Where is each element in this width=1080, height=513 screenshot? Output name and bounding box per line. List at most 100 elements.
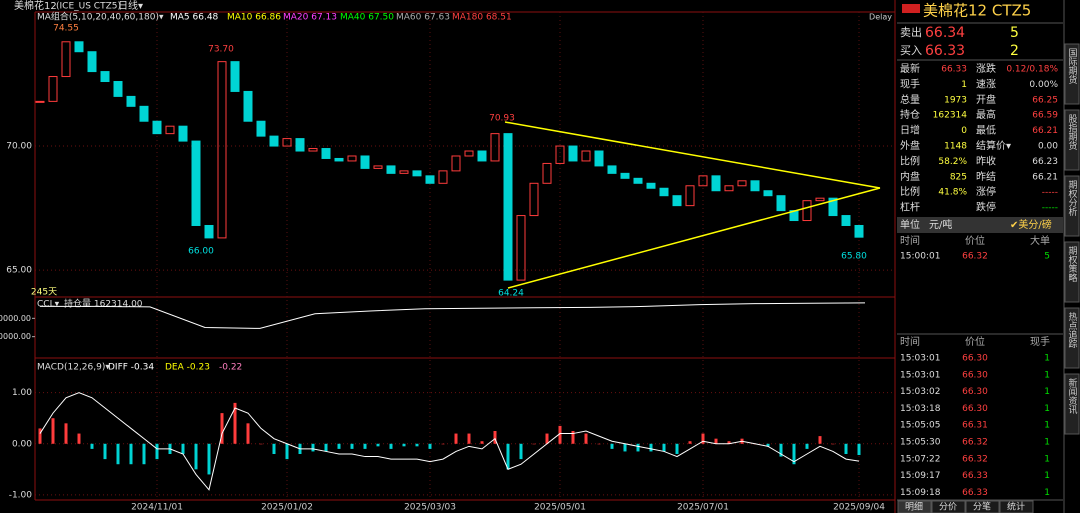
tab[interactable] (897, 500, 932, 513)
candle (490, 133, 500, 162)
tab-label[interactable]: 统计 (1007, 501, 1025, 513)
stat-label: 最高 (976, 108, 996, 121)
macd-bar (259, 443, 263, 445)
candle (672, 195, 682, 207)
stat-label: 结算价▾ (976, 139, 1011, 152)
candle (165, 125, 175, 135)
trade-size: 1 (1044, 438, 1050, 448)
candle (750, 180, 760, 192)
stat-value: 66.59 (1032, 111, 1058, 121)
macd-bar (181, 443, 185, 454)
tab-label[interactable]: 分价 (939, 502, 957, 513)
macd-bar (142, 443, 146, 465)
candle (477, 150, 487, 162)
tab-label[interactable]: 明细 (905, 501, 923, 513)
side-tab[interactable] (1064, 175, 1080, 237)
candle (815, 197, 825, 202)
trade-time: 15:05:05 (900, 421, 940, 431)
macd-bar (597, 443, 601, 445)
macd-bar (363, 443, 367, 449)
macd-bar (480, 441, 484, 444)
quote-size: 5 (1010, 25, 1019, 41)
trade-time: 15:09:18 (900, 488, 941, 498)
tab[interactable] (931, 500, 966, 513)
candle (87, 51, 97, 73)
side-tab-label[interactable]: 新闻资讯 (1067, 377, 1078, 415)
macd-bar (116, 443, 120, 465)
candle (763, 190, 773, 197)
legend-title[interactable]: MA组合(5,10,20,40,60,180)▾ (37, 11, 164, 23)
side-tab[interactable] (1064, 307, 1080, 369)
candle (776, 195, 786, 212)
tab-label[interactable]: 分笔 (973, 501, 991, 513)
candle (191, 140, 201, 226)
quote-price: 66.33 (925, 43, 965, 59)
side-tab-label[interactable]: 期权策略 (1067, 246, 1078, 282)
stat-value: 0 (961, 126, 967, 136)
side-tab-label[interactable]: 期权分析 (1067, 180, 1078, 217)
candle (555, 145, 565, 164)
candle (282, 138, 292, 147)
side-tab[interactable] (1064, 373, 1080, 435)
side-tab[interactable] (1064, 43, 1080, 105)
tab[interactable] (999, 500, 1034, 513)
legend-entry: MA20 67.13 (283, 13, 337, 23)
stat-label: 昨收 (976, 154, 996, 167)
macd-bar (857, 443, 861, 456)
stat-value: 66.33 (941, 65, 967, 75)
stat-label: 日增 (900, 124, 920, 137)
trade-size: 1 (1044, 404, 1050, 414)
macd-bar (506, 443, 510, 470)
column-header: 时间 (900, 234, 920, 247)
trade-size: 1 (1044, 488, 1050, 498)
candle (126, 95, 136, 107)
stat-label: 涨跌 (976, 62, 996, 75)
legend-entry: MA5 66.48 (170, 13, 219, 23)
stat-label: 跌停 (976, 201, 996, 214)
panel-title[interactable]: MACD(12,26,9)▾ (37, 363, 110, 373)
tab[interactable] (965, 500, 1000, 513)
code: (ICE_US CTZ5) (56, 2, 121, 12)
side-tab-label[interactable]: 国际期货 (1067, 48, 1078, 85)
stat-label: 最低 (976, 124, 996, 137)
unit-option[interactable]: ✔美分/磅 (1010, 218, 1052, 231)
period[interactable]: 日线▾ (118, 0, 143, 12)
side-tab-label[interactable]: 热点追踪 (1067, 311, 1078, 349)
macd-bar (415, 443, 419, 447)
quote-title: 美棉花12 CTZ5 (923, 2, 1031, 20)
macd-bar (64, 423, 68, 444)
macd-bar (285, 443, 289, 460)
quote-label: 卖出 (900, 25, 922, 39)
candle (256, 120, 266, 137)
trade-size: 1 (1044, 370, 1050, 380)
column-header: 现手 (1030, 335, 1050, 348)
unit-label: 单位 (900, 218, 920, 231)
macd-bar (441, 443, 445, 445)
side-tab-label[interactable]: 股指期货 (1067, 114, 1078, 151)
price-annotation: 74.55 (53, 24, 79, 34)
macd-bar (220, 413, 224, 444)
candle (347, 155, 357, 162)
y-tick-label: 70.00 (6, 142, 32, 152)
candle (360, 155, 370, 169)
stat-label: 开盘 (976, 93, 996, 106)
macd-bar (454, 433, 458, 444)
side-tab[interactable] (1064, 109, 1080, 171)
column-header: 价位 (965, 335, 985, 348)
candle (152, 120, 162, 135)
candle (737, 180, 747, 187)
macd-bar (532, 443, 536, 445)
macd-bar (779, 443, 783, 457)
macd-bar (467, 433, 471, 444)
unit-option[interactable]: 元/吨 (929, 218, 952, 231)
trade-time: 15:00:01 (900, 252, 940, 262)
macd-bar (194, 443, 198, 470)
quote-size: 2 (1010, 43, 1019, 59)
side-tab[interactable] (1064, 241, 1080, 303)
candle (854, 224, 864, 238)
trend-line (504, 121, 881, 189)
macd-bar (766, 443, 770, 447)
stat-value: 0.12/0.18% (1006, 65, 1058, 75)
panel-title[interactable]: CCL▾ (37, 300, 60, 310)
